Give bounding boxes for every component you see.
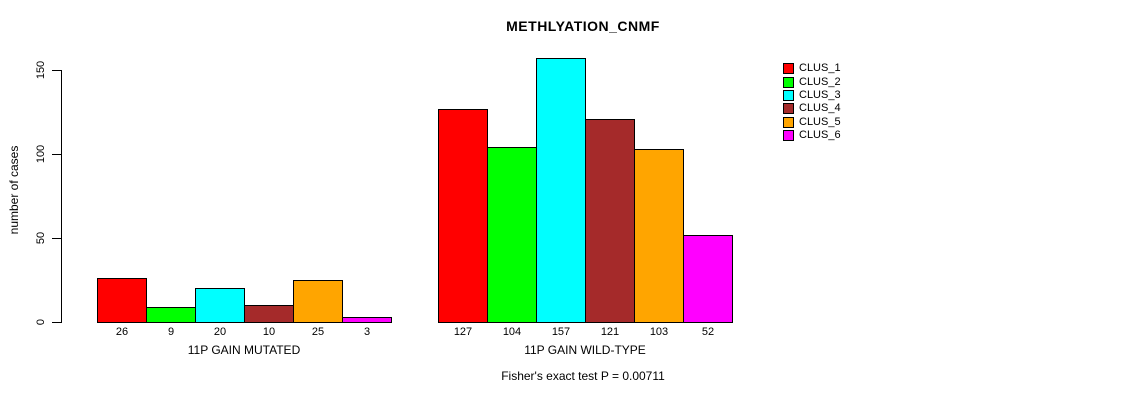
bar-clus_6-group1 <box>342 317 392 323</box>
legend-row-clus_3: CLUS_3 <box>783 89 841 102</box>
legend-label: CLUS_6 <box>799 129 841 142</box>
annotation-text: Fisher's exact test P = 0.00711 <box>501 369 665 383</box>
legend-swatch-icon <box>783 130 794 142</box>
bar-value-label: 52 <box>701 326 715 338</box>
legend-row-clus_1: CLUS_1 <box>783 62 841 75</box>
bar-value-label: 103 <box>649 326 669 338</box>
bar-clus_3-group2 <box>536 58 586 323</box>
bar-clus_6-group2 <box>683 235 733 323</box>
bar-value-label: 25 <box>311 326 325 338</box>
bar-clus_1-group2 <box>438 109 488 323</box>
bar-value-label: 127 <box>453 326 473 338</box>
y-tick-mark <box>52 322 61 323</box>
legend-label: CLUS_4 <box>799 102 841 115</box>
bar-value-label: 10 <box>262 326 276 338</box>
y-axis-label: number of cases <box>7 145 21 235</box>
legend-swatch-icon <box>783 63 794 75</box>
legend: CLUS_1 CLUS_2 CLUS_3 CLUS_4 CLUS_5 CLUS_6 <box>783 62 841 142</box>
legend-row-clus_6: CLUS_6 <box>783 129 841 142</box>
bar-clus_2-group1 <box>146 307 196 323</box>
bar-clus_5-group2 <box>634 149 684 323</box>
y-tick-mark <box>52 154 61 155</box>
bar-clus_1-group1 <box>97 278 147 323</box>
bar-value-label: 3 <box>363 326 371 338</box>
bar-value-label: 121 <box>600 326 620 338</box>
bar-value-label: 157 <box>551 326 571 338</box>
y-tick-label: 150 <box>35 60 47 80</box>
legend-row-clus_4: CLUS_4 <box>783 102 841 115</box>
legend-label: CLUS_1 <box>799 62 841 75</box>
y-axis-line <box>61 70 62 323</box>
y-tick-mark <box>52 70 61 71</box>
legend-swatch-icon <box>783 76 794 88</box>
chart-title: METHLYATION_CNMF <box>506 18 660 34</box>
bar-value-label: 104 <box>502 326 522 338</box>
legend-swatch-icon <box>783 116 794 128</box>
y-tick-label: 100 <box>35 144 47 164</box>
y-tick-mark <box>52 238 61 239</box>
legend-label: CLUS_5 <box>799 115 841 128</box>
bar-clus_2-group2 <box>487 147 537 323</box>
bar-value-label: 9 <box>167 326 175 338</box>
legend-label: CLUS_2 <box>799 75 841 88</box>
y-tick-label: 50 <box>35 231 47 245</box>
legend-swatch-icon <box>783 103 794 115</box>
y-tick-label: 0 <box>35 318 47 326</box>
bar-clus_4-group2 <box>585 119 635 323</box>
group-label: 11P GAIN MUTATED <box>187 343 301 357</box>
bar-clus_4-group1 <box>244 305 294 323</box>
bar-clus_5-group1 <box>293 280 343 323</box>
bar-value-label: 26 <box>115 326 129 338</box>
legend-row-clus_2: CLUS_2 <box>783 75 841 88</box>
bar-clus_3-group1 <box>195 288 245 323</box>
legend-row-clus_5: CLUS_5 <box>783 116 841 129</box>
legend-label: CLUS_3 <box>799 88 841 101</box>
bar-value-label: 20 <box>213 326 227 338</box>
legend-swatch-icon <box>783 89 794 101</box>
group-label: 11P GAIN WILD-TYPE <box>524 343 646 357</box>
